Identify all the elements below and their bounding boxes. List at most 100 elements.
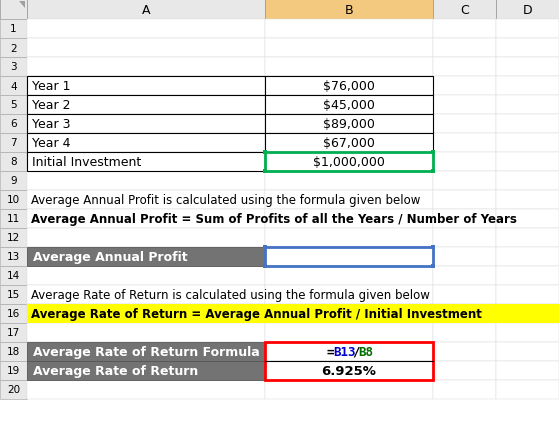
Bar xyxy=(27,77,265,96)
Bar xyxy=(27,77,265,96)
Bar xyxy=(265,77,433,96)
Bar xyxy=(0,0,27,20)
Text: $45,000: $45,000 xyxy=(323,99,375,112)
Bar xyxy=(433,96,496,115)
Bar xyxy=(431,265,435,268)
Bar xyxy=(431,245,435,249)
Bar xyxy=(27,39,265,58)
Bar xyxy=(27,134,265,153)
Bar xyxy=(433,361,496,380)
Bar xyxy=(496,134,559,153)
Text: Average Annual Profit: Average Annual Profit xyxy=(33,251,188,263)
Bar xyxy=(27,266,265,285)
Bar xyxy=(496,304,559,323)
Text: B: B xyxy=(345,4,353,17)
Bar xyxy=(433,191,496,209)
Bar xyxy=(496,285,559,304)
Text: $89,000: $89,000 xyxy=(323,118,375,131)
Text: /: / xyxy=(352,345,359,358)
Text: Average Rate of Return: Average Rate of Return xyxy=(33,364,198,377)
Bar xyxy=(265,191,433,209)
Text: D: D xyxy=(523,4,532,17)
Bar xyxy=(433,134,496,153)
Bar xyxy=(265,285,433,304)
Bar xyxy=(265,380,433,399)
Bar xyxy=(27,342,265,361)
Text: 18: 18 xyxy=(7,347,20,357)
Bar xyxy=(433,229,496,247)
Bar xyxy=(265,58,433,77)
Bar xyxy=(265,39,433,58)
Text: Average Annual Profit is calculated using the formula given below: Average Annual Profit is calculated usin… xyxy=(31,194,420,207)
Bar xyxy=(265,266,433,285)
Bar xyxy=(27,191,265,209)
Text: 6: 6 xyxy=(10,119,17,129)
Bar xyxy=(433,304,496,323)
Text: 12: 12 xyxy=(7,233,20,243)
Bar xyxy=(496,191,559,209)
Text: 16: 16 xyxy=(7,309,20,319)
Text: Year 4: Year 4 xyxy=(32,137,70,150)
Bar xyxy=(27,115,265,134)
Bar xyxy=(27,304,265,323)
Bar xyxy=(265,77,433,96)
Text: 17: 17 xyxy=(7,328,20,338)
Bar xyxy=(433,247,496,266)
Bar xyxy=(27,0,265,20)
Bar xyxy=(0,323,27,342)
Bar xyxy=(265,323,433,342)
Polygon shape xyxy=(19,2,25,9)
Bar xyxy=(265,209,433,229)
Text: Initial Investment: Initial Investment xyxy=(32,155,141,169)
Bar xyxy=(496,58,559,77)
Text: Average Rate of Return Formula: Average Rate of Return Formula xyxy=(33,345,260,358)
Bar xyxy=(496,323,559,342)
Bar xyxy=(0,134,27,153)
Bar xyxy=(27,285,265,304)
Bar xyxy=(263,265,267,268)
Bar xyxy=(263,245,267,249)
Text: Average Annual Profit = Sum of Profits of all the Years / Number of Years: Average Annual Profit = Sum of Profits o… xyxy=(31,212,517,226)
Bar xyxy=(0,304,27,323)
Bar xyxy=(27,115,265,134)
Bar xyxy=(265,134,433,153)
Bar xyxy=(265,342,433,380)
Bar xyxy=(496,77,559,96)
Text: 2: 2 xyxy=(10,43,17,53)
Bar xyxy=(27,96,265,115)
Text: 4: 4 xyxy=(10,81,17,91)
Text: Year 2: Year 2 xyxy=(32,99,70,112)
Bar xyxy=(27,361,265,380)
Text: 1: 1 xyxy=(10,25,17,35)
Bar xyxy=(27,134,265,153)
Bar xyxy=(496,0,559,20)
Bar xyxy=(27,20,265,39)
Text: 10: 10 xyxy=(7,195,20,205)
Bar xyxy=(27,229,265,247)
Text: 3: 3 xyxy=(10,62,17,72)
Bar xyxy=(433,266,496,285)
Bar xyxy=(496,361,559,380)
Bar xyxy=(433,380,496,399)
Bar xyxy=(27,247,265,266)
Bar xyxy=(265,342,433,361)
Text: B8: B8 xyxy=(358,345,373,358)
Text: 20: 20 xyxy=(7,385,20,395)
Bar xyxy=(433,172,496,191)
Bar xyxy=(433,58,496,77)
Bar xyxy=(265,172,433,191)
Text: 11: 11 xyxy=(7,214,20,224)
Bar xyxy=(0,266,27,285)
Bar xyxy=(263,170,267,173)
Bar xyxy=(496,380,559,399)
Bar xyxy=(27,361,265,380)
Bar xyxy=(27,304,559,323)
Bar xyxy=(0,209,27,229)
Text: 19: 19 xyxy=(7,366,20,376)
Bar xyxy=(433,20,496,39)
Bar xyxy=(265,361,433,380)
Bar xyxy=(0,77,27,96)
Bar xyxy=(27,153,265,172)
Bar xyxy=(433,153,496,172)
Bar xyxy=(265,134,433,153)
